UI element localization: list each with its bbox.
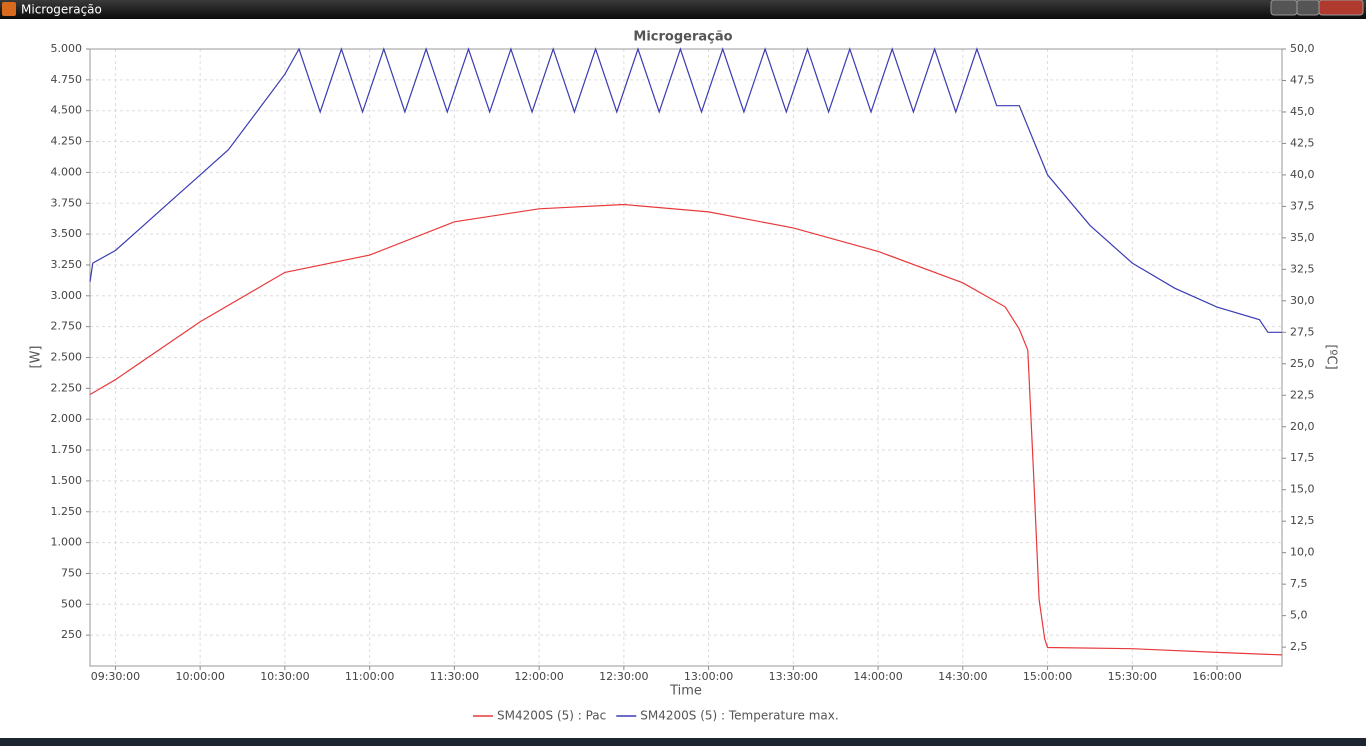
legend-label: SM4200S (5) : Pac xyxy=(497,709,606,723)
minimize-button[interactable] xyxy=(1270,0,1298,16)
legend-label: SM4200S (5) : Temperature max. xyxy=(640,709,838,723)
y2-tick-label: 5,0 xyxy=(1290,609,1308,622)
y-tick-label: 250 xyxy=(61,628,82,641)
y-tick-label: 750 xyxy=(61,566,82,579)
x-tick-label: 10:30:00 xyxy=(260,670,309,683)
y-tick-label: 3.500 xyxy=(51,227,83,240)
y2-tick-label: 42,5 xyxy=(1290,136,1315,149)
app-icon xyxy=(2,2,16,16)
y2-tick-label: 20,0 xyxy=(1290,420,1315,433)
y-tick-label: 5.000 xyxy=(51,42,83,55)
x-tick-label: 14:00:00 xyxy=(853,670,902,683)
x-axis-label: Time xyxy=(669,684,702,699)
y2-tick-label: 22,5 xyxy=(1290,388,1315,401)
y-tick-label: 4.000 xyxy=(51,165,83,178)
y2-tick-label: 45,0 xyxy=(1290,105,1315,118)
y2-tick-label: 50,0 xyxy=(1290,42,1315,55)
x-tick-label: 16:00:00 xyxy=(1192,670,1241,683)
y2-tick-label: 40,0 xyxy=(1290,168,1315,181)
x-tick-label: 11:00:00 xyxy=(345,670,394,683)
y-tick-label: 4.250 xyxy=(51,135,83,148)
y-tick-label: 4.500 xyxy=(51,104,83,117)
y2-tick-label: 2,5 xyxy=(1290,640,1308,653)
title-bar xyxy=(0,0,1366,19)
x-tick-label: 11:30:00 xyxy=(430,670,479,683)
x-tick-label: 12:00:00 xyxy=(514,670,563,683)
y-axis-label: [W] xyxy=(29,346,44,369)
chart-title: Microgeração xyxy=(633,30,732,45)
x-tick-label: 15:30:00 xyxy=(1108,670,1157,683)
maximize-button[interactable] xyxy=(1296,0,1320,16)
y2-tick-label: 7,5 xyxy=(1290,577,1308,590)
y-tick-label: 4.750 xyxy=(51,73,83,86)
y2-tick-label: 10,0 xyxy=(1290,546,1315,559)
y-tick-label: 2.250 xyxy=(51,381,83,394)
y2-tick-label: 35,0 xyxy=(1290,231,1315,244)
y-tick-label: 3.000 xyxy=(51,289,83,302)
y2-tick-label: 37,5 xyxy=(1290,199,1315,212)
y2-tick-label: 30,0 xyxy=(1290,294,1315,307)
y2-tick-label: 27,5 xyxy=(1290,325,1315,338)
y-tick-label: 1.750 xyxy=(51,443,83,456)
y-tick-label: 500 xyxy=(61,597,82,610)
taskbar xyxy=(0,738,1366,746)
y-tick-label: 3.750 xyxy=(51,196,83,209)
y2-tick-label: 17,5 xyxy=(1290,451,1315,464)
y2-tick-label: 47,5 xyxy=(1290,73,1315,86)
y2-axis-label: [ºC] xyxy=(1324,344,1339,369)
x-tick-label: 13:00:00 xyxy=(684,670,733,683)
x-tick-label: 09:30:00 xyxy=(91,670,140,683)
y-tick-label: 2.000 xyxy=(51,412,83,425)
y-tick-label: 1.250 xyxy=(51,505,83,518)
x-tick-label: 15:00:00 xyxy=(1023,670,1072,683)
y-tick-label: 1.500 xyxy=(51,474,83,487)
x-tick-label: 14:30:00 xyxy=(938,670,987,683)
close-button[interactable] xyxy=(1318,0,1364,16)
series-line xyxy=(89,203,1283,656)
x-tick-label: 12:30:00 xyxy=(599,670,648,683)
y2-tick-label: 12,5 xyxy=(1290,514,1315,527)
y2-tick-label: 25,0 xyxy=(1290,357,1315,370)
x-tick-label: 13:30:00 xyxy=(769,670,818,683)
y-tick-label: 2.750 xyxy=(51,320,83,333)
window-title: Microgeração xyxy=(21,3,102,17)
y2-tick-label: 32,5 xyxy=(1290,262,1315,275)
series-line xyxy=(89,47,1282,333)
y-tick-label: 1.000 xyxy=(51,536,83,549)
y-tick-label: 3.250 xyxy=(51,258,83,271)
plot-border xyxy=(89,48,1283,667)
y-tick-label: 2.500 xyxy=(51,351,83,364)
y2-tick-label: 15,0 xyxy=(1290,483,1315,496)
x-tick-label: 10:00:00 xyxy=(175,670,224,683)
